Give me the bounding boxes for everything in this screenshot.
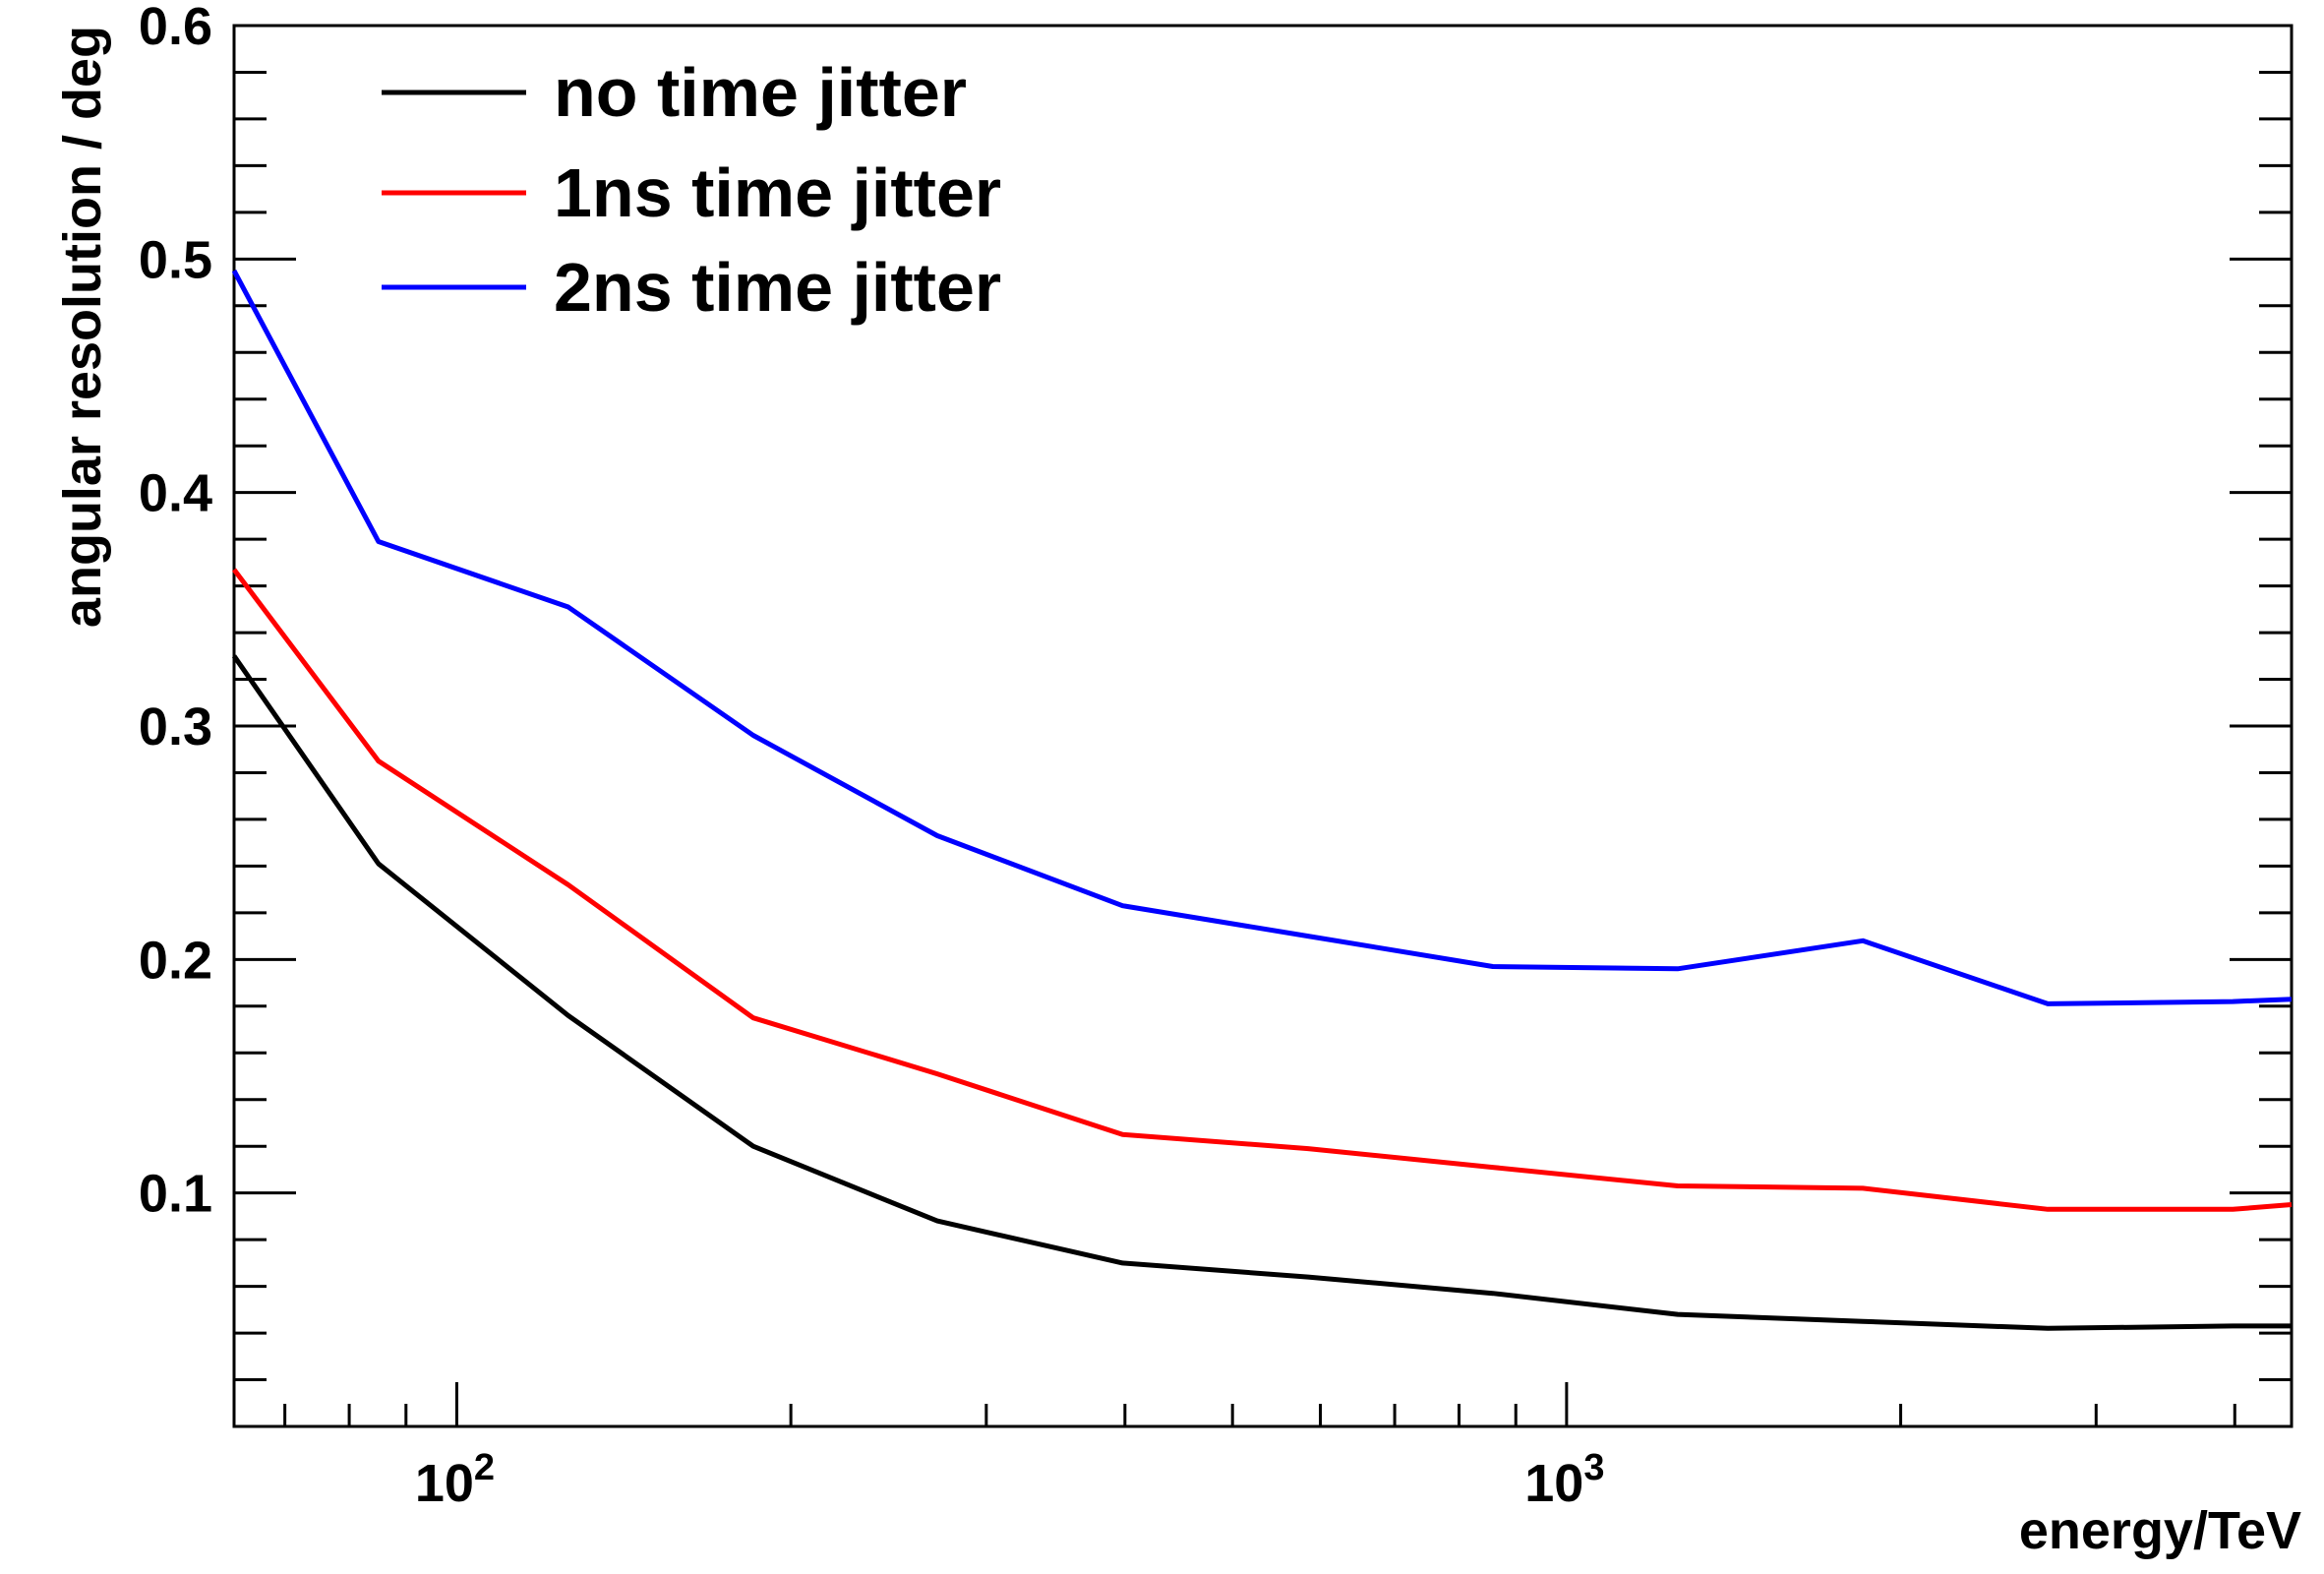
legend-label: no time jitter	[554, 54, 967, 131]
y-tick-label: 0.2	[139, 931, 212, 990]
series-line-no-time-jitter	[231, 654, 2292, 1331]
y-tick-label: 0.3	[139, 697, 212, 757]
y-axis: 0.1 0.2 0.3 0.4 0.5 0.6	[139, 0, 2292, 1382]
y-tick-label: 0.4	[139, 464, 212, 523]
x-tick-label: 103	[1524, 1447, 1604, 1513]
legend: no time jitter 1ns time jitter 2ns time ji…	[382, 54, 1001, 326]
series-lines	[231, 270, 2293, 1331]
legend-label: 2ns time jitter	[554, 249, 1001, 326]
y-tick-label: 0.5	[139, 230, 212, 289]
x-tick-label: 102	[415, 1447, 495, 1513]
plot-frame	[232, 24, 2294, 1428]
series-line-2ns-time-jitter	[231, 270, 2293, 1006]
y-tick-label: 0.6	[139, 0, 212, 56]
x-axis-title: energy/TeV	[2019, 1501, 2301, 1560]
y-tick-label: 0.1	[139, 1165, 212, 1224]
legend-label: 1ns time jitter	[554, 154, 1001, 231]
series-line-1ns-time-jitter	[232, 568, 2293, 1212]
y-axis-title: angular resolution / deg	[53, 26, 112, 628]
x-axis: 102 103	[283, 1382, 2236, 1513]
